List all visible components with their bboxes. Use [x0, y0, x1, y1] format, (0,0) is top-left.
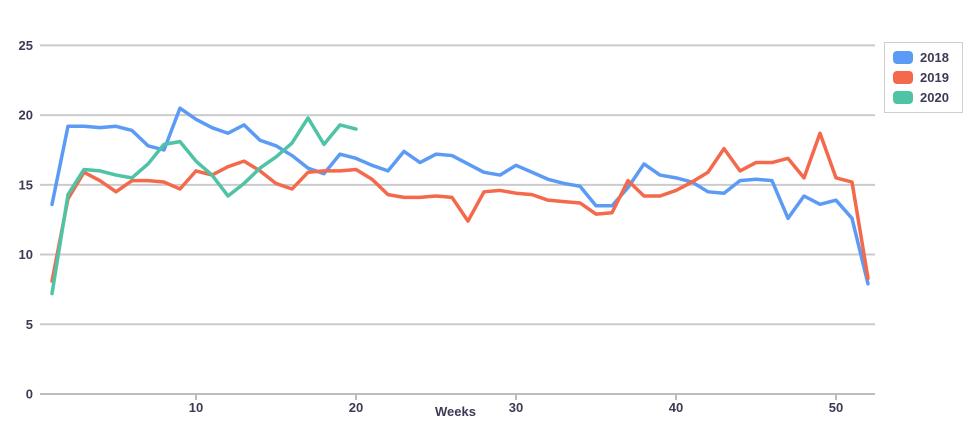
legend-item-2018[interactable]: 2018 [893, 51, 954, 64]
x-tick-label-30: 30 [509, 400, 523, 415]
x-tick-label-20: 20 [349, 400, 363, 415]
y-tick-label-15: 15 [19, 177, 33, 192]
legend-swatch-2018 [893, 51, 913, 64]
y-tick-label-0: 0 [26, 387, 33, 402]
legend: 2018 2019 2020 [884, 42, 963, 113]
x-tick-label-40: 40 [669, 400, 683, 415]
x-axis-title: Weeks [435, 404, 476, 419]
series-2019-line [50, 131, 870, 283]
y-tick-label-20: 20 [19, 108, 33, 123]
x-tick-label-10: 10 [189, 400, 203, 415]
series-2018-line [50, 106, 870, 286]
legend-label-2020: 2020 [920, 90, 949, 105]
y-tick-label-5: 5 [26, 317, 33, 332]
legend-item-2019[interactable]: 2019 [893, 71, 954, 84]
legend-swatch-2019 [893, 71, 913, 84]
legend-item-2020[interactable]: 2020 [893, 91, 954, 104]
series-2020-line [50, 116, 358, 296]
y-tick-label-25: 25 [19, 38, 33, 53]
y-tick-label-10: 10 [19, 247, 33, 262]
legend-label-2018: 2018 [920, 50, 949, 65]
legend-swatch-2020 [893, 91, 913, 104]
legend-label-2019: 2019 [920, 70, 949, 85]
x-tick-label-50: 50 [829, 400, 843, 415]
